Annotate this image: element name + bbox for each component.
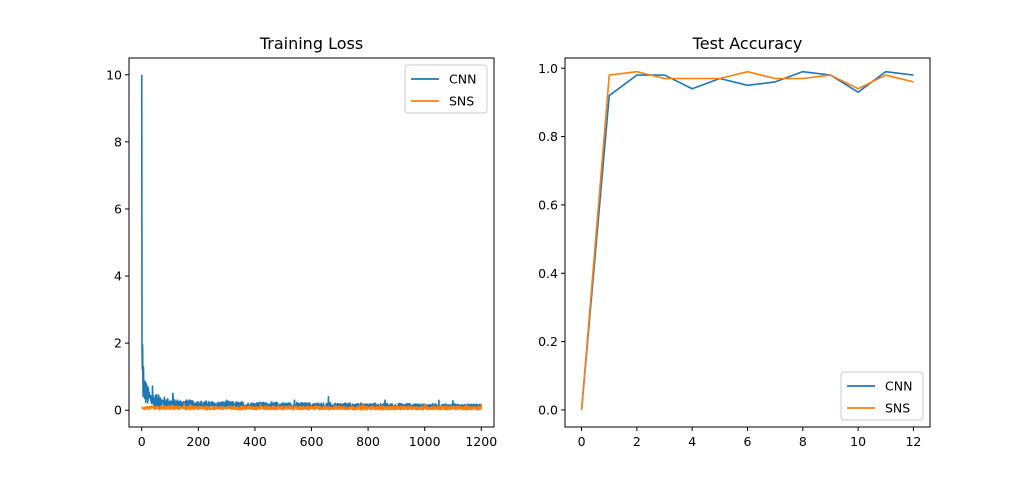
y-tick-label: 0.2 (538, 334, 558, 349)
legend: CNN SNS (404, 64, 488, 114)
x-tick-label: 800 (356, 434, 380, 449)
y-tick-label: 0.0 (538, 402, 558, 417)
series-line-sns (580, 70, 914, 410)
x-tick-label: 1000 (409, 434, 441, 449)
y-tick-label: 0 (114, 403, 122, 418)
x-tick-label: 600 (300, 434, 324, 449)
y-tick-label: 6 (114, 201, 122, 216)
x-tick-label: 4 (688, 434, 696, 449)
x-tick-label: 8 (799, 434, 807, 449)
y-tick-label: 4 (114, 269, 122, 284)
series-line-cnn (140, 74, 482, 411)
legend-label-cnn: CNN (885, 379, 912, 394)
legend: CNN SNS (840, 371, 924, 421)
x-tick-label: 12 (905, 434, 921, 449)
y-tick-label: 2 (114, 336, 122, 351)
series-line-sns (141, 402, 483, 411)
y-tick-label: 10 (106, 67, 122, 82)
x-tick-label: 10 (850, 434, 866, 449)
x-tick-label: 1200 (465, 434, 497, 449)
chart-title: Test Accuracy (692, 34, 803, 53)
training-loss-panel: 0 200 400 600 800 1000 1200 0 2 4 6 8 10 Training Los… (106, 34, 497, 449)
x-tick-label: 200 (186, 434, 210, 449)
x-tick-label: 0 (578, 434, 586, 449)
legend-label-sns: SNS (885, 401, 910, 416)
chart-title: Training Loss (259, 34, 363, 53)
x-tick-label: 400 (243, 434, 267, 449)
y-tick-label: 1.0 (538, 61, 558, 76)
series-line-cnn (580, 70, 914, 410)
y-tick-label: 8 (114, 134, 122, 149)
y-tick-label: 0.4 (538, 266, 558, 281)
x-tick-label: 0 (138, 434, 146, 449)
x-tick-label: 6 (744, 434, 752, 449)
y-tick-label: 0.6 (538, 197, 558, 212)
legend-label-cnn: CNN (449, 72, 476, 87)
legend-label-sns: SNS (449, 94, 474, 109)
x-tick-label: 2 (633, 434, 641, 449)
y-tick-label: 0.8 (538, 129, 558, 144)
test-accuracy-panel: 0 2 4 6 8 10 12 0.0 0.2 0.4 0.6 0.8 1.0 Test Accuracy… (538, 34, 931, 449)
